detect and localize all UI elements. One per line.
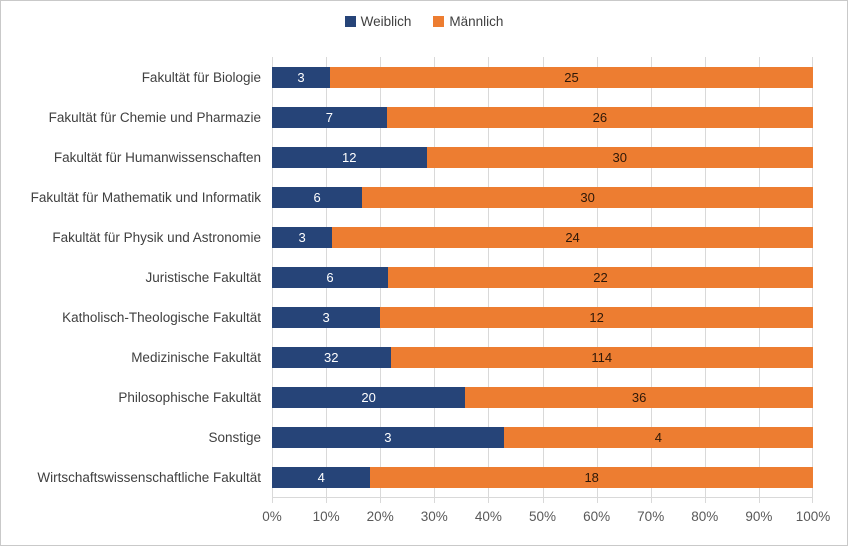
legend-label-maennlich: Männlich [449, 14, 504, 29]
stacked-bar: 6 30 [272, 186, 813, 208]
weiblich-segment: 4 [272, 466, 371, 488]
stacked-bar: 20 36 [272, 386, 813, 408]
plot-area: 3 25 7 26 12 30 6 30 3 24 6 22 3 12 32 114 20 36 3 4 4 18 [272, 57, 813, 498]
maennlich-segment: 18 [370, 466, 813, 488]
axis-tick [812, 498, 813, 503]
stacked-bar: 3 25 [272, 66, 813, 88]
x-axis-tick-label: 80% [691, 509, 719, 524]
weiblich-segment: 3 [272, 426, 504, 448]
maennlich-segment: 30 [362, 186, 813, 208]
category-label: Sonstige [208, 430, 261, 446]
weiblich-swatch-icon [344, 16, 356, 27]
category-axis: Fakultät für Biologie Fakultät für Chemie… [1, 57, 272, 498]
weiblich-segment: 6 [272, 266, 388, 288]
maennlich-segment: 4 [503, 426, 813, 448]
weiblich-segment: 3 [272, 226, 333, 248]
bar-row: 20 36 [272, 377, 813, 417]
x-axis-tick-label: 0% [262, 509, 282, 524]
bar-rows: 3 25 7 26 12 30 6 30 3 24 6 22 3 12 32 114 20 36 3 4 4 18 [272, 57, 813, 497]
maennlich-segment: 26 [386, 106, 813, 128]
bar-row: 6 30 [272, 177, 813, 217]
maennlich-segment: 24 [332, 226, 813, 248]
bar-row: 3 25 [272, 57, 813, 97]
x-axis-tick-label: 90% [745, 509, 773, 524]
weiblich-segment: 3 [272, 66, 330, 88]
bar-row: 12 30 [272, 137, 813, 177]
x-axis-tick-label: 30% [420, 509, 448, 524]
x-axis-tick-label: 100% [795, 509, 831, 524]
bar-row: 4 18 [272, 457, 813, 497]
bar-row: 7 26 [272, 97, 813, 137]
x-axis-tick-label: 50% [528, 509, 557, 524]
x-axis-tick-label: 70% [637, 509, 665, 524]
bar-row: 3 24 [272, 217, 813, 257]
x-axis-labels: 0% 10% 20% 30% 40% 50% 60% 70% 80% 90% 100% [262, 509, 830, 529]
maennlich-segment: 22 [387, 266, 813, 288]
weiblich-segment: 20 [272, 386, 466, 408]
category-label: Fakultät für Chemie und Pharmazie [48, 109, 261, 125]
stacked-bar: 12 30 [272, 146, 813, 168]
x-axis-tick-label: 60% [583, 509, 611, 524]
weiblich-segment: 12 [272, 146, 427, 168]
axis-tick [272, 498, 273, 503]
chart-legend: Weiblich Männlich [1, 14, 847, 29]
x-axis-tick-label: 10% [312, 509, 340, 524]
axis-tick [650, 498, 652, 503]
maennlich-segment: 30 [426, 146, 813, 168]
bar-row: 3 12 [272, 297, 813, 337]
category-label: Fakultät für Physik und Astronomie [52, 229, 261, 245]
maennlich-segment: 114 [390, 346, 813, 368]
axis-tick [380, 498, 382, 503]
maennlich-segment: 36 [465, 386, 813, 408]
axis-tick [488, 498, 490, 503]
category-label: Juristische Fakultät [145, 270, 261, 286]
stacked-bar: 6 22 [272, 266, 813, 288]
stacked-bar: 4 18 [272, 466, 813, 488]
bar-row: 32 114 [272, 337, 813, 377]
maennlich-swatch-icon [433, 16, 445, 27]
maennlich-segment: 12 [380, 306, 813, 328]
stacked-bar: 3 12 [272, 306, 813, 328]
bar-row: 6 22 [272, 257, 813, 297]
category-label: Fakultät für Humanwissenschaften [53, 149, 261, 165]
category-label: Katholisch-Theologische Fakultät [62, 310, 261, 326]
stacked-bar: 7 26 [272, 106, 813, 128]
axis-tick [704, 498, 706, 503]
stacked-bar: 32 114 [272, 346, 813, 368]
x-axis-ticks [272, 498, 813, 503]
weiblich-segment: 7 [272, 106, 387, 128]
legend-item-maennlich: Männlich [433, 14, 503, 29]
axis-tick [326, 498, 328, 503]
weiblich-segment: 3 [272, 306, 381, 328]
axis-tick [758, 498, 760, 503]
legend-label-weiblich: Weiblich [360, 14, 412, 29]
maennlich-segment: 25 [329, 66, 813, 88]
stacked-bar: 3 24 [272, 226, 813, 248]
legend-item-weiblich: Weiblich [344, 14, 412, 29]
category-label: Fakultät für Biologie [141, 69, 261, 85]
category-label: Fakultät für Mathematik und Informatik [30, 189, 261, 205]
category-label: Philosophische Fakultät [118, 390, 261, 406]
axis-tick [542, 498, 544, 503]
axis-tick [596, 498, 598, 503]
category-label: Wirtschaftswissenschaftliche Fakultät [37, 470, 261, 486]
axis-tick [434, 498, 436, 503]
weiblich-segment: 6 [272, 186, 363, 208]
weiblich-segment: 32 [272, 346, 391, 368]
x-axis-tick-label: 40% [474, 509, 502, 524]
plot-body: Fakultät für Biologie Fakultät für Chemie… [1, 57, 813, 498]
x-axis-tick-label: 20% [366, 509, 394, 524]
category-label: Medizinische Fakultät [131, 350, 261, 366]
